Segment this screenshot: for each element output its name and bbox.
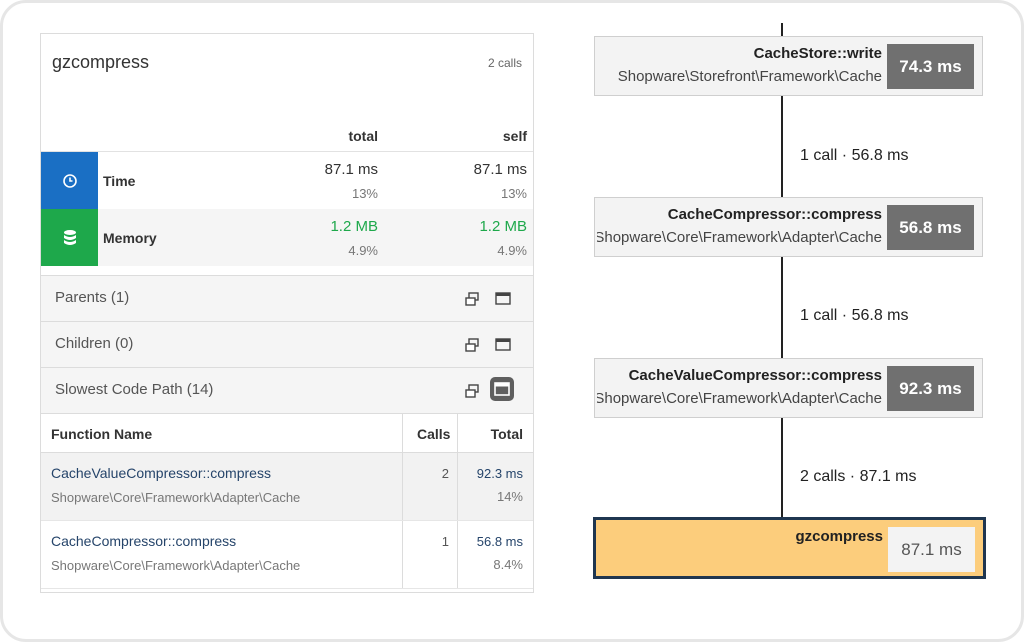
metric-self-percent: 4.9%: [497, 243, 527, 258]
column-divider: [402, 414, 403, 452]
header-total[interactable]: Total: [490, 426, 523, 442]
metric-self-value: 87.1 ms: [473, 161, 527, 178]
section-label: Slowest Code Path (14): [55, 381, 214, 398]
function-detail-panel: gzcompress 2 calls total self Time 87.1 …: [40, 33, 534, 593]
metric-label: Memory: [103, 230, 157, 246]
graph-edge-label: 1 call · 56.8 ms: [800, 147, 909, 164]
expand-panel-icon[interactable]: [493, 290, 513, 308]
section-label: Children (0): [55, 335, 134, 352]
header-calls[interactable]: Calls: [417, 426, 451, 442]
metric-self-percent: 13%: [500, 186, 527, 201]
panel-header: gzcompress 2 calls: [41, 34, 533, 120]
function-name[interactable]: CacheValueCompressor::compress: [51, 465, 271, 481]
column-self: self: [502, 128, 527, 144]
graph-edge-line: [781, 23, 783, 37]
table-header: Function Name Calls Total: [41, 413, 533, 453]
column-total: total: [348, 128, 378, 144]
expand-panel-icon[interactable]: [490, 377, 514, 401]
node-time: 92.3 ms: [887, 366, 974, 411]
metric-total-percent: 4.9%: [348, 243, 378, 258]
spacer: [41, 266, 533, 275]
row-calls: 1: [441, 534, 449, 549]
popout-icon[interactable]: [463, 290, 481, 308]
section-parents[interactable]: Parents (1): [41, 275, 533, 321]
function-title: gzcompress: [52, 52, 150, 72]
graph-node-cachestore-write[interactable]: CacheStore::write Shopware\Storefront\Fr…: [594, 36, 983, 96]
node-namespace: Shopware\Storefront\Framework\Cache: [617, 68, 882, 85]
metric-row-time: Time 87.1 ms 13% 87.1 ms 13%: [41, 152, 533, 209]
clock-icon: [41, 152, 98, 209]
graph-edge-label: 2 calls · 87.1 ms: [800, 468, 917, 485]
row-total-percent: 8.4%: [493, 557, 523, 572]
node-function-name: CacheStore::write: [753, 45, 882, 62]
node-namespace: Shopware\Core\Framework\Adapter\Cache: [597, 390, 882, 407]
graph-node-gzcompress[interactable]: gzcompress 87.1 ms: [593, 517, 986, 579]
metric-total-value: 87.1 ms: [324, 161, 378, 178]
metric-total-percent: 13%: [351, 186, 378, 201]
popout-icon[interactable]: [463, 382, 481, 400]
graph-node-cachevaluecompressor-compress[interactable]: CacheValueCompressor::compress Shopware\…: [594, 358, 983, 418]
row-total: 56.8 ms: [476, 534, 523, 549]
row-total-percent: 14%: [496, 489, 523, 504]
function-namespace: Shopware\Core\Framework\Adapter\Cache: [51, 490, 301, 505]
table-row[interactable]: CacheValueCompressor::compress Shopware\…: [41, 453, 533, 521]
graph-node-cachecompressor-compress[interactable]: CacheCompressor::compress Shopware\Core\…: [594, 197, 983, 257]
graph-edge-line: [781, 417, 783, 518]
function-namespace: Shopware\Core\Framework\Adapter\Cache: [51, 558, 301, 573]
node-function-name: CacheValueCompressor::compress: [628, 367, 882, 384]
graph-edge-label: 1 call · 56.8 ms: [800, 307, 909, 324]
node-function-name: gzcompress: [795, 528, 883, 545]
column-divider: [457, 414, 458, 452]
metric-self-value: 1.2 MB: [479, 218, 527, 235]
row-calls: 2: [441, 466, 449, 481]
column-divider: [402, 453, 403, 520]
call-count: 2 calls: [487, 56, 522, 70]
metric-label: Time: [103, 173, 136, 189]
metrics-column-header: total self: [41, 120, 533, 152]
node-function-name: CacheCompressor::compress: [667, 206, 882, 223]
database-icon: [41, 209, 98, 266]
metric-row-memory: Memory 1.2 MB 4.9% 1.2 MB 4.9%: [41, 209, 533, 266]
section-children[interactable]: Children (0): [41, 321, 533, 367]
column-divider: [402, 521, 403, 588]
call-graph: CacheStore::write Shopware\Storefront\Fr…: [588, 23, 993, 593]
section-slowest-code-path[interactable]: Slowest Code Path (14): [41, 367, 533, 413]
node-time: 87.1 ms: [888, 527, 975, 572]
popout-icon[interactable]: [463, 336, 481, 354]
section-label: Parents (1): [55, 289, 130, 306]
metric-total-value: 1.2 MB: [330, 218, 378, 235]
column-divider: [457, 453, 458, 520]
graph-edge-line: [781, 256, 783, 359]
expand-panel-icon[interactable]: [493, 336, 513, 354]
column-divider: [457, 521, 458, 588]
node-namespace: Shopware\Core\Framework\Adapter\Cache: [597, 229, 882, 246]
function-name[interactable]: CacheCompressor::compress: [51, 533, 237, 549]
node-time: 74.3 ms: [887, 44, 974, 89]
table-row[interactable]: CacheCompressor::compress Shopware\Core\…: [41, 521, 533, 589]
header-function-name[interactable]: Function Name: [51, 426, 153, 442]
row-total: 92.3 ms: [476, 466, 523, 481]
graph-edge-line: [781, 95, 783, 198]
node-time: 56.8 ms: [887, 205, 974, 250]
